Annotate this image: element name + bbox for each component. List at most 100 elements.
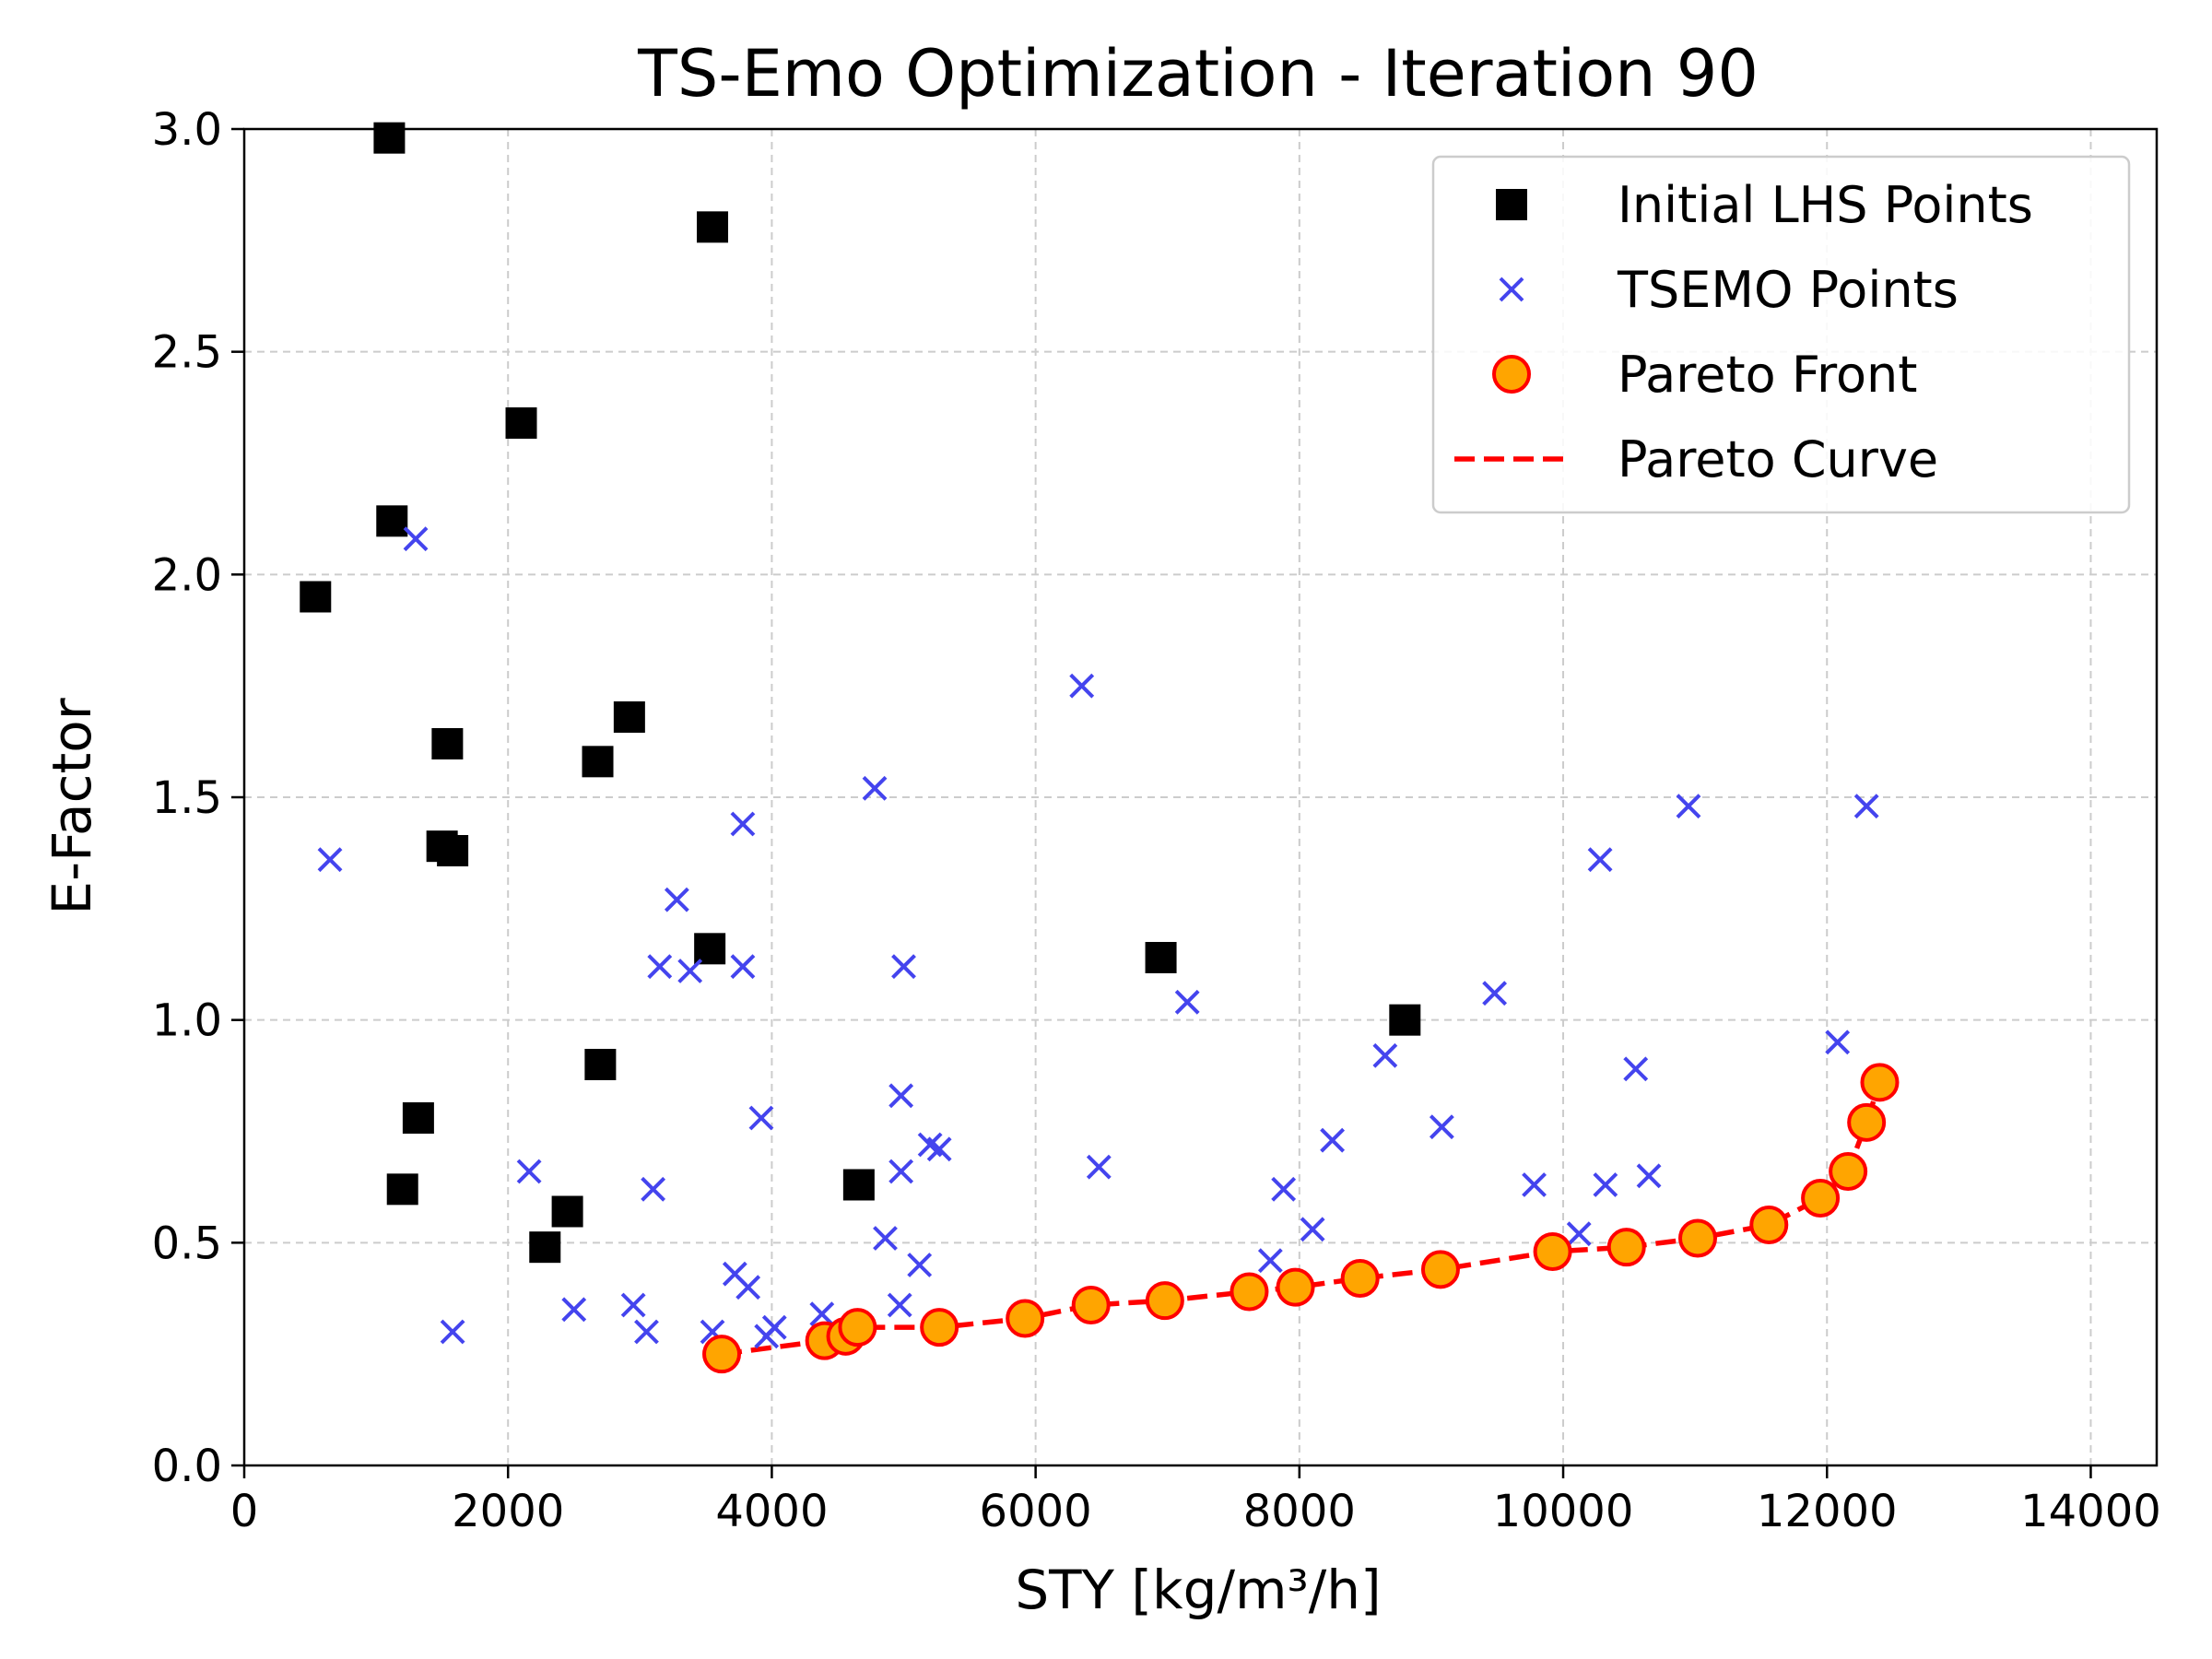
y-axis-label: E-Factor <box>41 698 103 914</box>
pareto-front-point <box>1533 1232 1572 1271</box>
pareto-front-point <box>1801 1179 1841 1218</box>
initial-lhs-point <box>402 1102 434 1134</box>
pareto-front-point <box>702 1335 742 1374</box>
tsemo-point <box>1300 1217 1325 1242</box>
x-marker-stroke <box>1587 847 1613 873</box>
initial-lhs-point <box>584 1049 617 1080</box>
x-tick-label: 12000 <box>1757 1486 1898 1537</box>
x-marker-stroke <box>561 1297 587 1323</box>
tsemo-point <box>907 1253 933 1277</box>
pareto-front-point <box>1340 1259 1380 1298</box>
x-marker-stroke <box>641 1176 666 1202</box>
x-marker-stroke <box>1853 794 1879 819</box>
x-marker-stroke <box>1593 1172 1618 1197</box>
initial-lhs-point <box>1389 1004 1421 1036</box>
x-marker-stroke <box>700 1319 725 1345</box>
tsemo-point <box>1320 1127 1346 1153</box>
x-tick-label: 0 <box>230 1486 259 1537</box>
x-marker-stroke <box>634 1319 659 1345</box>
initial-lhs-point <box>373 122 406 154</box>
tsemo-point <box>516 1159 542 1184</box>
tsemo-point <box>888 1083 914 1109</box>
pareto-front-point <box>1071 1286 1111 1324</box>
legend-swatch-pareto-front <box>1492 355 1531 394</box>
x-tick-label: 10000 <box>1493 1486 1634 1537</box>
legend-label: TSEMO Points <box>1617 261 1959 319</box>
x-marker-stroke <box>1499 276 1524 302</box>
tsemo-point <box>1174 989 1200 1015</box>
tsemo-point <box>677 959 703 983</box>
x-marker-stroke <box>862 775 888 801</box>
x-marker-stroke <box>1069 673 1095 699</box>
tsemo-point <box>748 1105 774 1131</box>
y-tick-label: 1.0 <box>152 995 222 1047</box>
tsemo-point <box>730 954 756 980</box>
x-marker-stroke <box>907 1253 933 1277</box>
tsemo-point <box>862 775 888 801</box>
x-marker-stroke <box>888 1159 914 1184</box>
tsemo-point <box>634 1319 659 1345</box>
tsemo-point <box>887 1292 912 1318</box>
x-marker-stroke <box>516 1159 542 1184</box>
tsemo-point <box>809 1301 835 1327</box>
x-marker-stroke <box>317 847 343 873</box>
tsemo-point <box>1566 1221 1592 1247</box>
tsemo-point <box>647 954 673 980</box>
tsemo-point <box>1636 1163 1662 1189</box>
tsemo-point <box>664 887 689 912</box>
x-marker-stroke <box>1623 1056 1649 1082</box>
pareto-front-point <box>1420 1250 1460 1289</box>
tsemo-point <box>1372 1042 1398 1068</box>
x-marker-stroke <box>1825 1030 1851 1055</box>
legend-label: Pareto Curve <box>1618 430 1938 488</box>
tsemo-point <box>1069 673 1095 699</box>
x-marker-stroke <box>917 1132 943 1158</box>
tsemo-point <box>1623 1056 1649 1082</box>
tsemo-point <box>403 526 429 552</box>
initial-lhs-point <box>300 581 332 613</box>
pareto-front-point <box>1829 1152 1868 1191</box>
x-marker-stroke <box>1522 1172 1547 1197</box>
series-initial-lhs-points <box>300 122 1421 1264</box>
initial-lhs-point <box>376 505 408 537</box>
x-marker-stroke <box>809 1301 835 1327</box>
x-tick-label: 8000 <box>1243 1486 1356 1537</box>
x-marker-stroke <box>735 1275 761 1300</box>
x-marker-stroke <box>677 959 703 983</box>
initial-lhs-point <box>582 746 614 778</box>
tsemo-point <box>1587 847 1613 873</box>
y-axis: 0.0 0.5 1.0 1.5 2.0 2.5 3.0 <box>152 104 244 1492</box>
x-marker-stroke <box>926 1136 952 1162</box>
x-tick-label: 4000 <box>715 1486 828 1537</box>
pareto-curve-line <box>721 1081 1883 1357</box>
x-marker-stroke <box>730 954 756 980</box>
x-marker-stroke <box>1257 1248 1283 1274</box>
x-axis: 0 2000 4000 6000 8000 10000 12000 14000 <box>230 1465 2161 1537</box>
x-marker-stroke <box>891 954 916 980</box>
tsemo-point <box>1522 1172 1547 1197</box>
initial-lhs-point <box>613 701 645 733</box>
x-tick-label: 14000 <box>2020 1486 2161 1537</box>
tsemo-point <box>440 1319 465 1345</box>
chart-title: TS-Emo Optimization - Iteration 90 <box>637 36 1759 112</box>
tsemo-point <box>641 1176 666 1202</box>
initial-lhs-point <box>505 407 537 439</box>
pareto-front-point <box>1860 1063 1900 1102</box>
tsemo-point <box>730 811 756 837</box>
initial-lhs-point <box>437 835 469 866</box>
y-tick-label: 0.0 <box>152 1441 222 1492</box>
x-marker-stroke <box>1676 794 1701 819</box>
tsemo-point <box>1271 1176 1297 1202</box>
initial-lhs-point <box>551 1195 583 1228</box>
tsemo-point <box>1086 1154 1112 1180</box>
x-tick-label: 6000 <box>980 1486 1092 1537</box>
tsemo-point <box>1429 1114 1454 1140</box>
tsemo-point <box>1825 1030 1851 1055</box>
pareto-front-point <box>838 1308 877 1347</box>
legend-box <box>1431 155 2131 514</box>
initial-lhs-point <box>842 1169 875 1201</box>
initial-lhs-point <box>386 1173 418 1206</box>
tsemo-point <box>926 1136 952 1162</box>
x-marker-stroke <box>873 1226 898 1251</box>
pareto-front-point <box>1145 1281 1184 1321</box>
